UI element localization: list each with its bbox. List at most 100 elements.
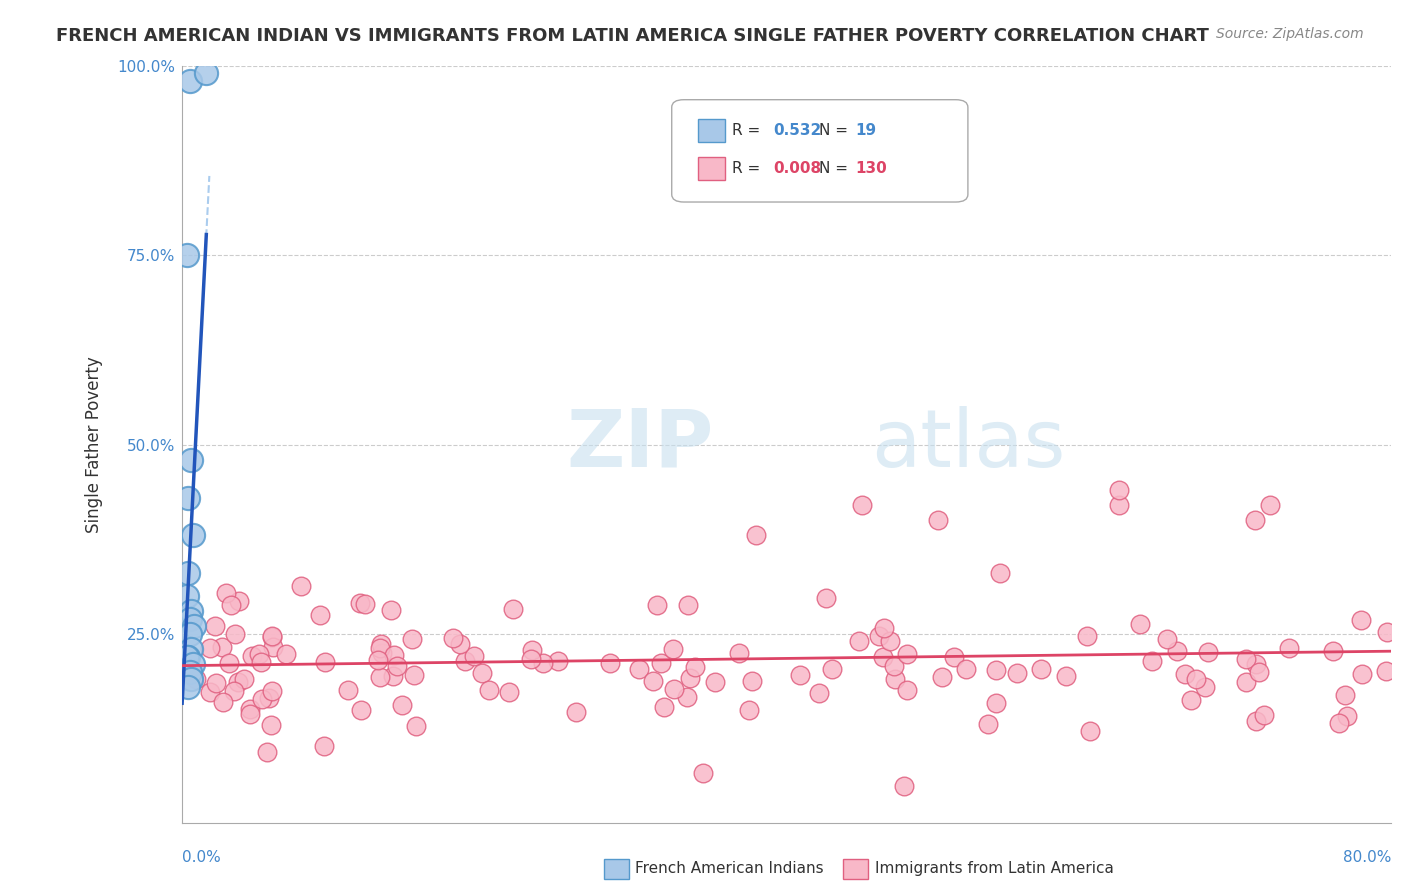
Point [927,513,949,527]
Point [815,591,838,606]
Point [1005,666,1028,681]
Point [391,698,413,712]
Point [180,642,202,657]
Point [955,662,977,676]
Point [179,665,201,679]
Point [1173,667,1195,681]
Point [257,691,280,706]
Point [405,719,427,733]
Point [883,673,905,687]
Point [349,703,371,717]
Point [1244,714,1267,728]
Point [984,663,1007,677]
Point [382,648,405,663]
Point [807,686,830,700]
Point [1108,498,1130,512]
Point [650,656,672,670]
Point [879,634,901,648]
Text: N =: N = [820,161,853,177]
Point [180,452,202,467]
Point [683,660,706,674]
Point [738,702,761,716]
Point [349,596,371,610]
Point [1054,669,1077,683]
Point [565,705,588,719]
Point [728,646,751,660]
Text: Immigrants from Latin America: Immigrants from Latin America [875,862,1114,877]
Bar [699,157,725,180]
Point [522,643,544,657]
Point [260,718,283,732]
FancyBboxPatch shape [672,100,967,202]
Point [200,641,222,656]
Point [1351,666,1374,681]
Point [308,607,330,622]
Point [354,597,377,611]
Point [195,66,218,80]
Point [652,700,675,714]
Text: ZIP: ZIP [567,406,714,483]
Point [260,629,283,643]
Text: atlas: atlas [872,406,1066,483]
Point [988,566,1011,580]
Point [370,647,392,661]
Point [519,652,541,666]
Point [789,667,811,681]
Point [239,702,262,716]
Point [896,647,918,661]
Point [312,739,335,753]
Point [883,658,905,673]
Point [198,684,221,698]
Point [224,627,246,641]
Point [179,612,201,626]
Point [1333,688,1355,702]
Point [547,654,569,668]
Point [215,585,238,599]
Point [662,681,685,696]
Point [704,675,727,690]
Point [1329,715,1351,730]
Point [984,696,1007,710]
Point [211,640,233,654]
Point [367,653,389,667]
Point [449,637,471,651]
Point [821,663,844,677]
Text: Source: ZipAtlas.com: Source: ZipAtlas.com [1216,27,1364,41]
Point [1234,675,1257,690]
Point [868,629,890,643]
Point [218,656,240,670]
Point [404,668,426,682]
Point [1322,644,1344,658]
Point [745,528,768,542]
Point [1234,651,1257,665]
Point [250,692,273,706]
Point [1140,654,1163,668]
Point [370,670,392,684]
Point [1375,665,1398,679]
Point [181,528,204,542]
Point [274,648,297,662]
Point [239,706,262,721]
Point [599,656,621,670]
Point [647,599,669,613]
Point [675,690,697,704]
Point [851,498,873,512]
Text: N =: N = [820,123,853,138]
Point [1376,624,1399,639]
Point [177,649,200,664]
Point [177,491,200,505]
Point [1180,693,1202,707]
Point [381,669,404,683]
Text: FRENCH AMERICAN INDIAN VS IMMIGRANTS FROM LATIN AMERICA SINGLE FATHER POVERTY CO: FRENCH AMERICAN INDIAN VS IMMIGRANTS FRO… [56,27,1209,45]
Point [228,594,250,608]
Point [247,648,270,662]
Point [1350,613,1372,627]
Point [387,659,409,673]
Point [219,598,242,612]
Point [380,603,402,617]
Point [1108,483,1130,497]
Bar [699,120,725,142]
Text: 19: 19 [855,123,876,138]
Point [290,579,312,593]
Point [1194,680,1216,694]
